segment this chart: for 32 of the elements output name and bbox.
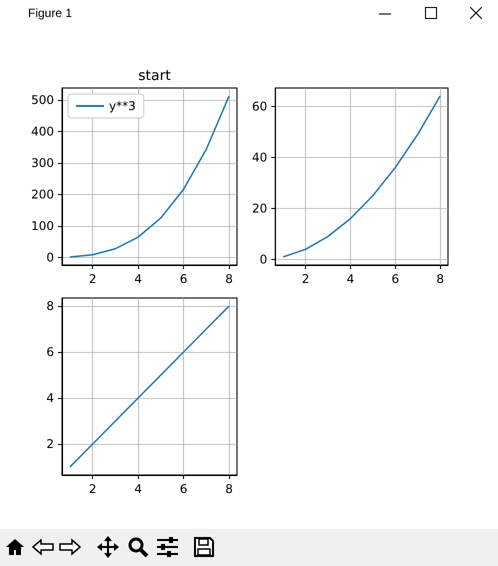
line-series: [69, 305, 230, 468]
caption: Figure 1: [28, 6, 72, 20]
y-tick-label: 20: [252, 201, 268, 216]
y-tick-label: 500: [31, 92, 54, 107]
y-tick-label: 8: [46, 299, 54, 314]
y-tick-label: 200: [31, 187, 54, 202]
y-tick-label: 60: [252, 99, 268, 114]
x-tick-label: 8: [225, 482, 233, 496]
y-tick-label: 0: [260, 252, 268, 267]
line-series: [282, 95, 441, 258]
legend-label: y**3: [109, 99, 136, 113]
y-tick-label: 4: [46, 390, 54, 405]
x-tick-label: 6: [180, 272, 188, 286]
x-tick-label: 4: [134, 482, 142, 496]
line-series: [69, 95, 230, 258]
y-tick-label: 400: [31, 124, 54, 138]
y-tick-label: 0: [46, 250, 54, 264]
x-tick-label: 2: [88, 482, 96, 496]
x-tick-label: 6: [391, 272, 400, 286]
y-tick-label: 2: [46, 436, 54, 451]
x-tick-label: 2: [302, 272, 310, 286]
x-tick-label: 2: [88, 272, 96, 286]
x-tick-label: 8: [225, 272, 233, 286]
x-tick-label: 4: [134, 272, 142, 286]
y-tick-label: 40: [252, 150, 268, 164]
x-tick-label: 6: [180, 482, 188, 496]
y-tick-label: 6: [46, 345, 54, 360]
y-tick-label: 100: [31, 218, 54, 233]
x-tick-label: 8: [436, 272, 444, 286]
chart-title: start: [138, 68, 172, 84]
y-tick-label: 300: [31, 156, 54, 170]
x-tick-label: 4: [346, 272, 354, 286]
